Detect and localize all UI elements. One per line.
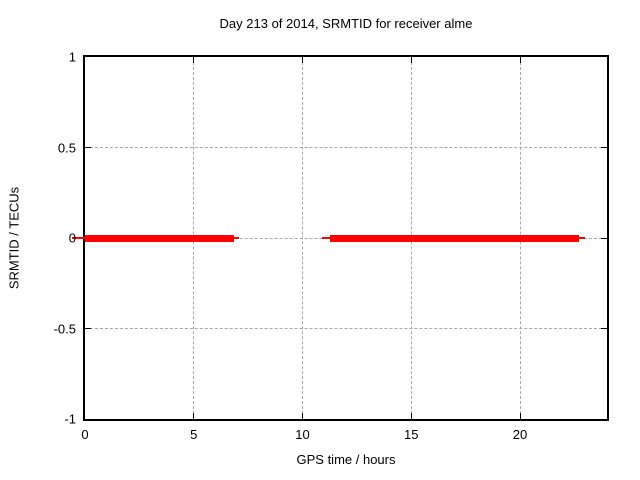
x-tick-mark-top (193, 57, 195, 63)
x-tick-mark-top (302, 57, 303, 63)
x-tick-mark-bottom (302, 413, 303, 419)
y-tick-mark-right (601, 328, 607, 329)
y-tick-mark-left (85, 147, 91, 148)
chart-title: Day 213 of 2014, SRMTID for receiver alm… (219, 16, 473, 31)
x-tick-mark-bottom (410, 413, 412, 419)
gridline-horizontal (85, 328, 607, 329)
x-tick-mark-top (410, 57, 412, 63)
y-tick-label: 0 (68, 230, 76, 246)
y-tick-label: -1 (64, 411, 76, 427)
x-axis-label: GPS time / hours (296, 452, 396, 467)
x-tick-mark-bottom (519, 413, 521, 419)
data-line-thick (85, 234, 234, 242)
x-tick-label: 20 (512, 427, 528, 442)
y-tick-label: 0.5 (57, 140, 76, 155)
x-tick-label: 0 (81, 427, 89, 442)
plot-area (71, 55, 609, 421)
x-tick-mark-bottom (193, 413, 195, 419)
data-line-thick (329, 234, 579, 242)
y-tick-mark-right (601, 147, 607, 148)
x-tick-label: 10 (295, 427, 310, 442)
x-tick-label: 15 (404, 427, 419, 442)
y-tick-label: 1 (68, 49, 76, 65)
y-tick-mark-right (601, 237, 607, 239)
y-tick-mark-left (85, 328, 91, 329)
y-tick-label: -0.5 (53, 321, 76, 336)
x-tick-mark-top (519, 57, 521, 63)
gridline-horizontal (85, 147, 607, 148)
x-tick-label: 5 (190, 427, 198, 442)
